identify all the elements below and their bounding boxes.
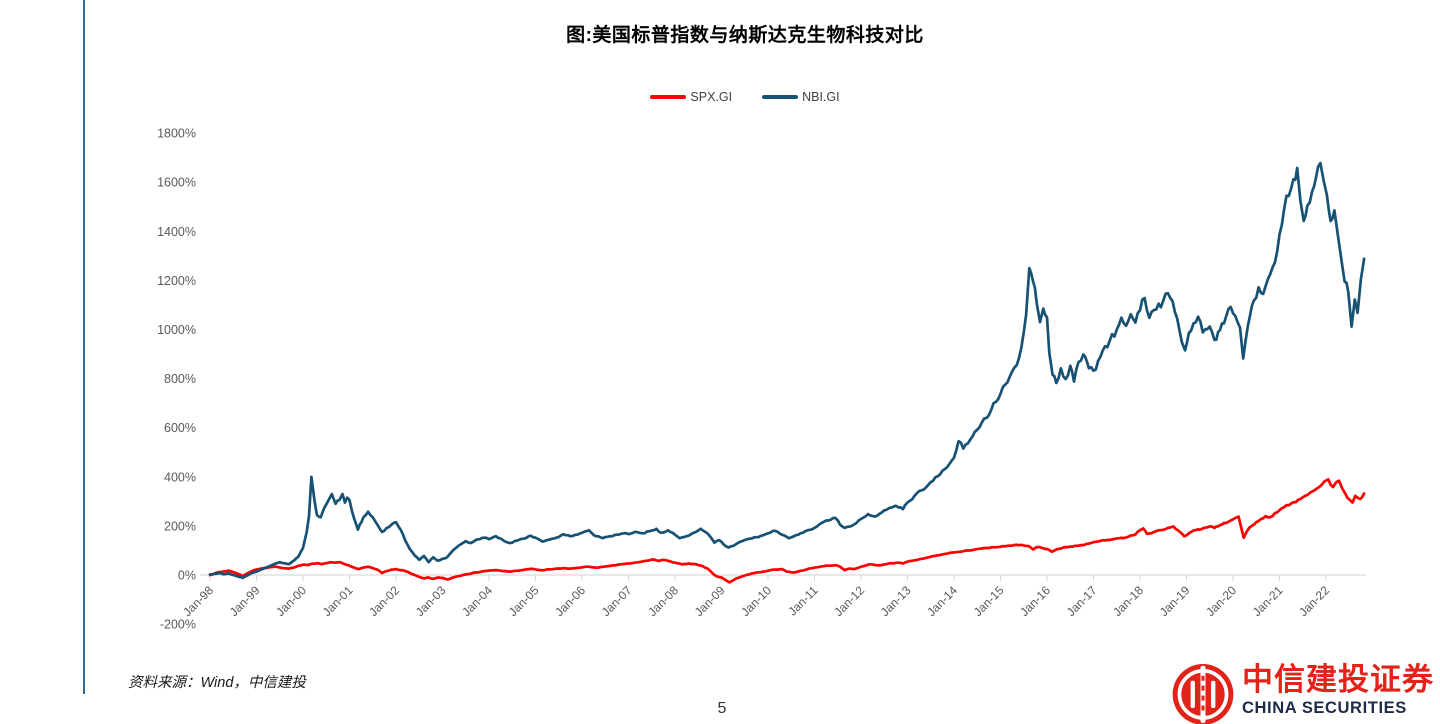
svg-text:Jan-08: Jan-08 bbox=[645, 583, 681, 619]
svg-text:Jan-13: Jan-13 bbox=[878, 583, 914, 619]
svg-text:Jan-09: Jan-09 bbox=[692, 583, 728, 619]
svg-text:Jan-20: Jan-20 bbox=[1203, 583, 1239, 619]
svg-text:Jan-19: Jan-19 bbox=[1157, 583, 1193, 619]
logo-english-name: CHINA SECURITIES bbox=[1242, 699, 1407, 717]
svg-text:1800%: 1800% bbox=[157, 127, 196, 141]
citic-emblem-icon bbox=[1172, 664, 1234, 724]
svg-text:Jan-03: Jan-03 bbox=[413, 583, 449, 619]
svg-text:Jan-99: Jan-99 bbox=[227, 583, 263, 619]
legend-label-spx: SPX.GI bbox=[690, 90, 733, 104]
svg-text:Jan-06: Jan-06 bbox=[552, 583, 588, 619]
logo-chinese-name: 中信建投证券 bbox=[1242, 662, 1434, 697]
chart-title: 图:美国标普指数与纳斯达克生物科技对比 bbox=[566, 25, 924, 46]
svg-text:Jan-11: Jan-11 bbox=[785, 583, 820, 618]
svg-text:Jan-07: Jan-07 bbox=[599, 583, 635, 619]
svg-text:600%: 600% bbox=[164, 421, 196, 435]
svg-text:Jan-98: Jan-98 bbox=[180, 583, 216, 619]
data-source-note: 资料来源：Wind，中信建投 bbox=[128, 675, 306, 691]
svg-text:Jan-00: Jan-00 bbox=[273, 583, 309, 619]
svg-text:Jan-16: Jan-16 bbox=[1017, 583, 1053, 619]
svg-text:Jan-18: Jan-18 bbox=[1110, 583, 1146, 619]
svg-text:Jan-04: Jan-04 bbox=[459, 583, 495, 619]
logo-text-block: 中信建投证券 CHINA SECURITIES bbox=[1242, 662, 1434, 718]
page-number: 5 bbox=[717, 700, 727, 717]
company-logo: 中信建投证券 CHINA SECURITIES bbox=[1172, 662, 1434, 724]
svg-text:Jan-17: Jan-17 bbox=[1064, 583, 1100, 619]
chart-legend: SPX.GI NBI.GI bbox=[90, 90, 1400, 104]
svg-text:Jan-02: Jan-02 bbox=[366, 583, 402, 619]
page-border-line bbox=[83, 0, 85, 694]
svg-text:1200%: 1200% bbox=[157, 274, 196, 288]
svg-text:Jan-12: Jan-12 bbox=[831, 583, 867, 619]
svg-text:400%: 400% bbox=[164, 470, 196, 484]
svg-text:800%: 800% bbox=[164, 372, 196, 386]
svg-text:Jan-10: Jan-10 bbox=[738, 583, 774, 619]
spx-line-swatch bbox=[650, 95, 687, 99]
svg-text:0%: 0% bbox=[178, 569, 196, 583]
svg-text:200%: 200% bbox=[164, 519, 196, 533]
svg-text:Jan-15: Jan-15 bbox=[971, 583, 1007, 619]
svg-text:Jan-21: Jan-21 bbox=[1250, 583, 1286, 619]
svg-text:Jan-05: Jan-05 bbox=[506, 583, 542, 619]
svg-text:Jan-14: Jan-14 bbox=[924, 583, 960, 619]
svg-text:Jan-01: Jan-01 bbox=[320, 583, 356, 619]
legend-label-nbi: NBI.GI bbox=[802, 90, 840, 104]
svg-text:1000%: 1000% bbox=[157, 323, 196, 337]
svg-text:Jan-22: Jan-22 bbox=[1296, 583, 1332, 619]
nbi-line-swatch bbox=[762, 95, 799, 99]
svg-text:1400%: 1400% bbox=[157, 225, 196, 239]
legend-item-nbi: NBI.GI bbox=[762, 90, 840, 104]
svg-text:1600%: 1600% bbox=[157, 176, 196, 190]
legend-item-spx: SPX.GI bbox=[650, 90, 732, 104]
svg-text:-200%: -200% bbox=[160, 618, 196, 632]
